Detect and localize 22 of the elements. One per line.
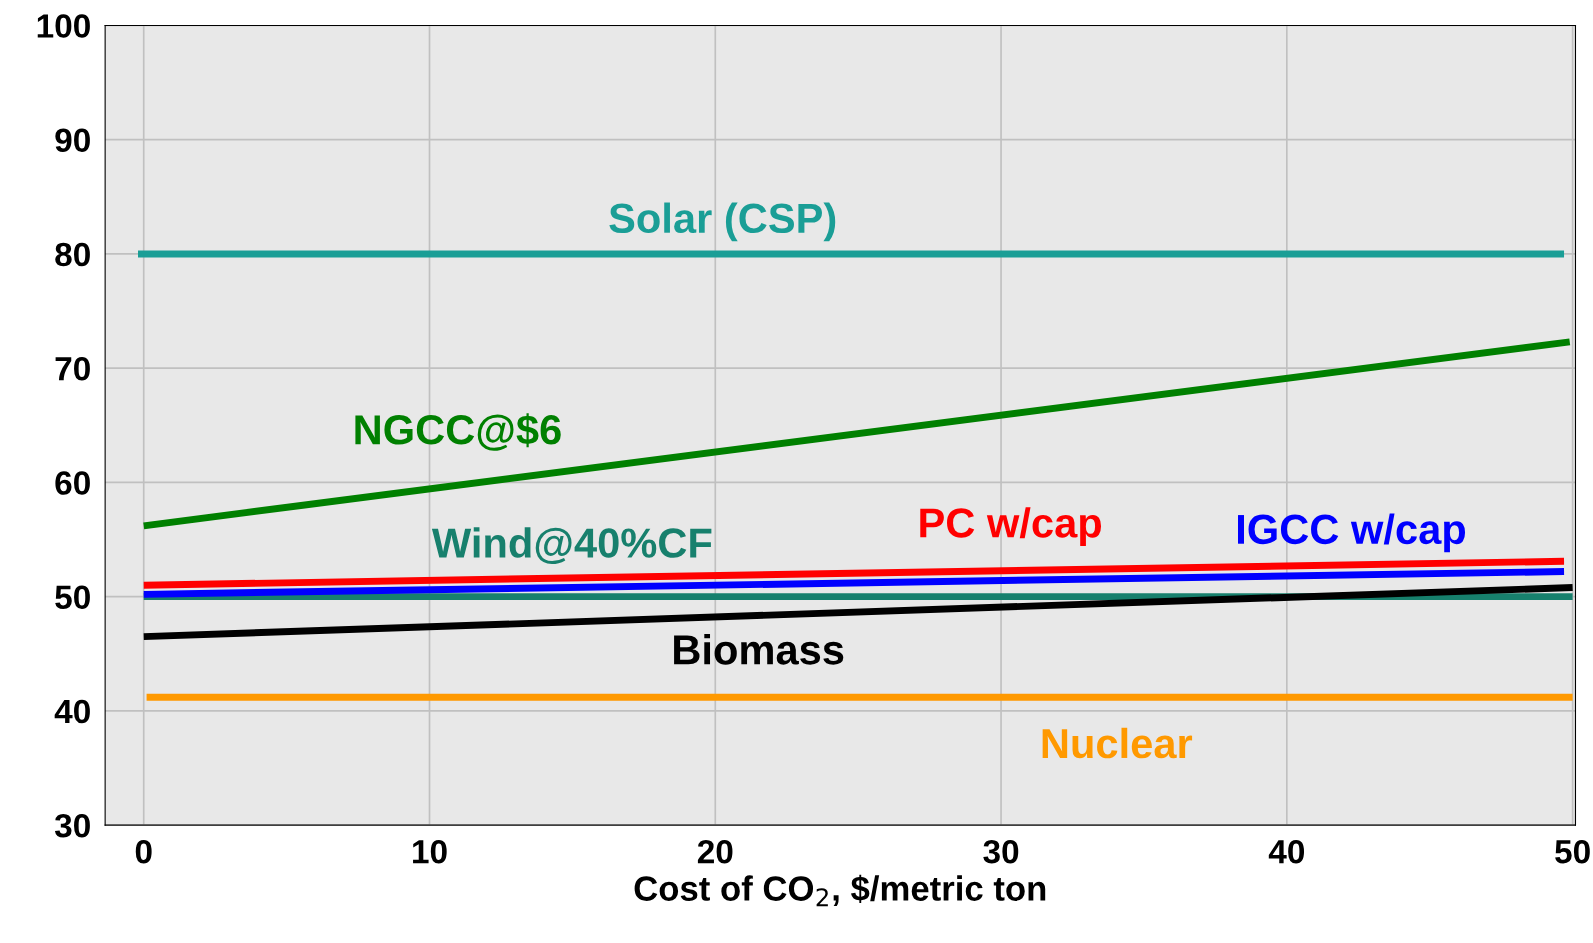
x-tick-label: 10 — [413, 839, 447, 864]
y-tick-label: 50 — [55, 585, 90, 610]
series-label: Nuclear — [1042, 727, 1193, 759]
x-tick-label: 0 — [135, 839, 152, 864]
x-tick-label: 20 — [697, 839, 733, 864]
series-label: NGCC@$6 — [355, 413, 561, 451]
series-label: PC w/cap — [920, 507, 1102, 547]
x-tick-label: 40 — [1268, 839, 1305, 864]
series-label: Solar (CSP) — [609, 202, 836, 242]
y-tick-label: 60 — [55, 471, 90, 495]
y-tick-label: 90 — [55, 128, 90, 153]
y-tick-label: 70 — [55, 356, 90, 381]
y-tick-label: 30 — [54, 813, 90, 838]
series-label: Biomass — [674, 634, 844, 665]
y-tick-label: 100 — [37, 14, 90, 38]
x-axis-title: Cost of CO$_{2}$, $/metric ton — [634, 874, 1046, 907]
series-label: IGCC w/cap — [1238, 513, 1466, 553]
x-tick-label: 50 — [1555, 839, 1590, 864]
series-label: Wind@40%CF — [431, 527, 712, 565]
x-tick-label: 30 — [983, 839, 1019, 864]
y-tick-label: 80 — [55, 242, 90, 267]
y-tick-label: 40 — [54, 699, 90, 724]
